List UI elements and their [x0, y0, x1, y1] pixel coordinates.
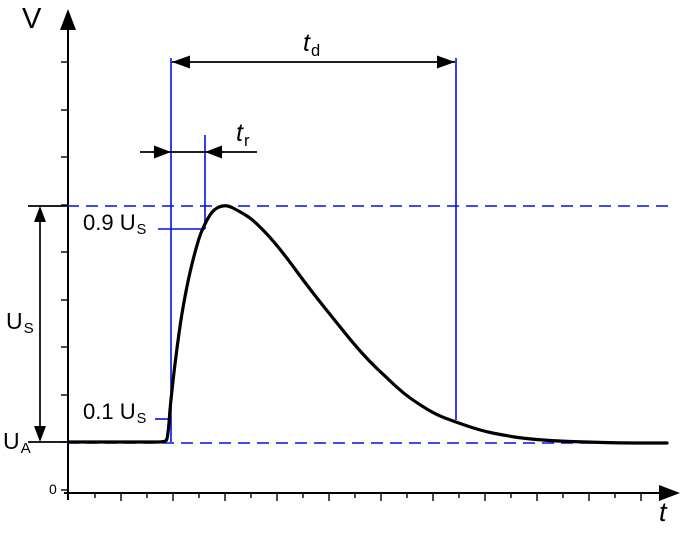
y-axis-arrow — [60, 9, 76, 30]
amplitude-label: US — [6, 308, 34, 338]
amplitude-label-main: U — [6, 308, 23, 334]
x-axis-arrow — [659, 485, 680, 501]
tr-arrow-left — [154, 145, 171, 159]
pulse-curve — [67, 204, 669, 445]
y-axis-label: V — [22, 3, 42, 35]
level-90-label-sub: S — [136, 222, 147, 239]
origin-tick-label: 0 — [49, 481, 57, 497]
td-arrow-right — [437, 55, 455, 69]
us-arrow-bottom — [34, 426, 46, 442]
tr-arrow-right — [205, 145, 222, 159]
rise-time-label: tr — [236, 121, 249, 149]
level-90-label: 0.9 US — [83, 212, 146, 238]
duration-label-sub: d — [310, 41, 321, 60]
duration-label-main: t — [303, 29, 310, 57]
us-arrow-top — [34, 206, 46, 222]
level-10-label-main: 0.1 U — [83, 399, 136, 424]
level-10-label: 0.1 US — [83, 401, 146, 427]
duration-label: td — [303, 31, 320, 59]
baseline-label-main: U — [3, 428, 20, 454]
td-arrow-left — [172, 55, 190, 69]
amplitude-label-sub: S — [23, 320, 34, 338]
baseline-label: UA — [3, 428, 31, 458]
baseline-label-sub: A — [20, 440, 31, 458]
x-axis-label: t — [659, 497, 667, 527]
level-10-label-sub: S — [136, 411, 147, 428]
level-90-label-main: 0.9 U — [83, 210, 136, 235]
rise-time-label-main: t — [236, 119, 243, 147]
rise-time-label-sub: r — [243, 131, 250, 150]
